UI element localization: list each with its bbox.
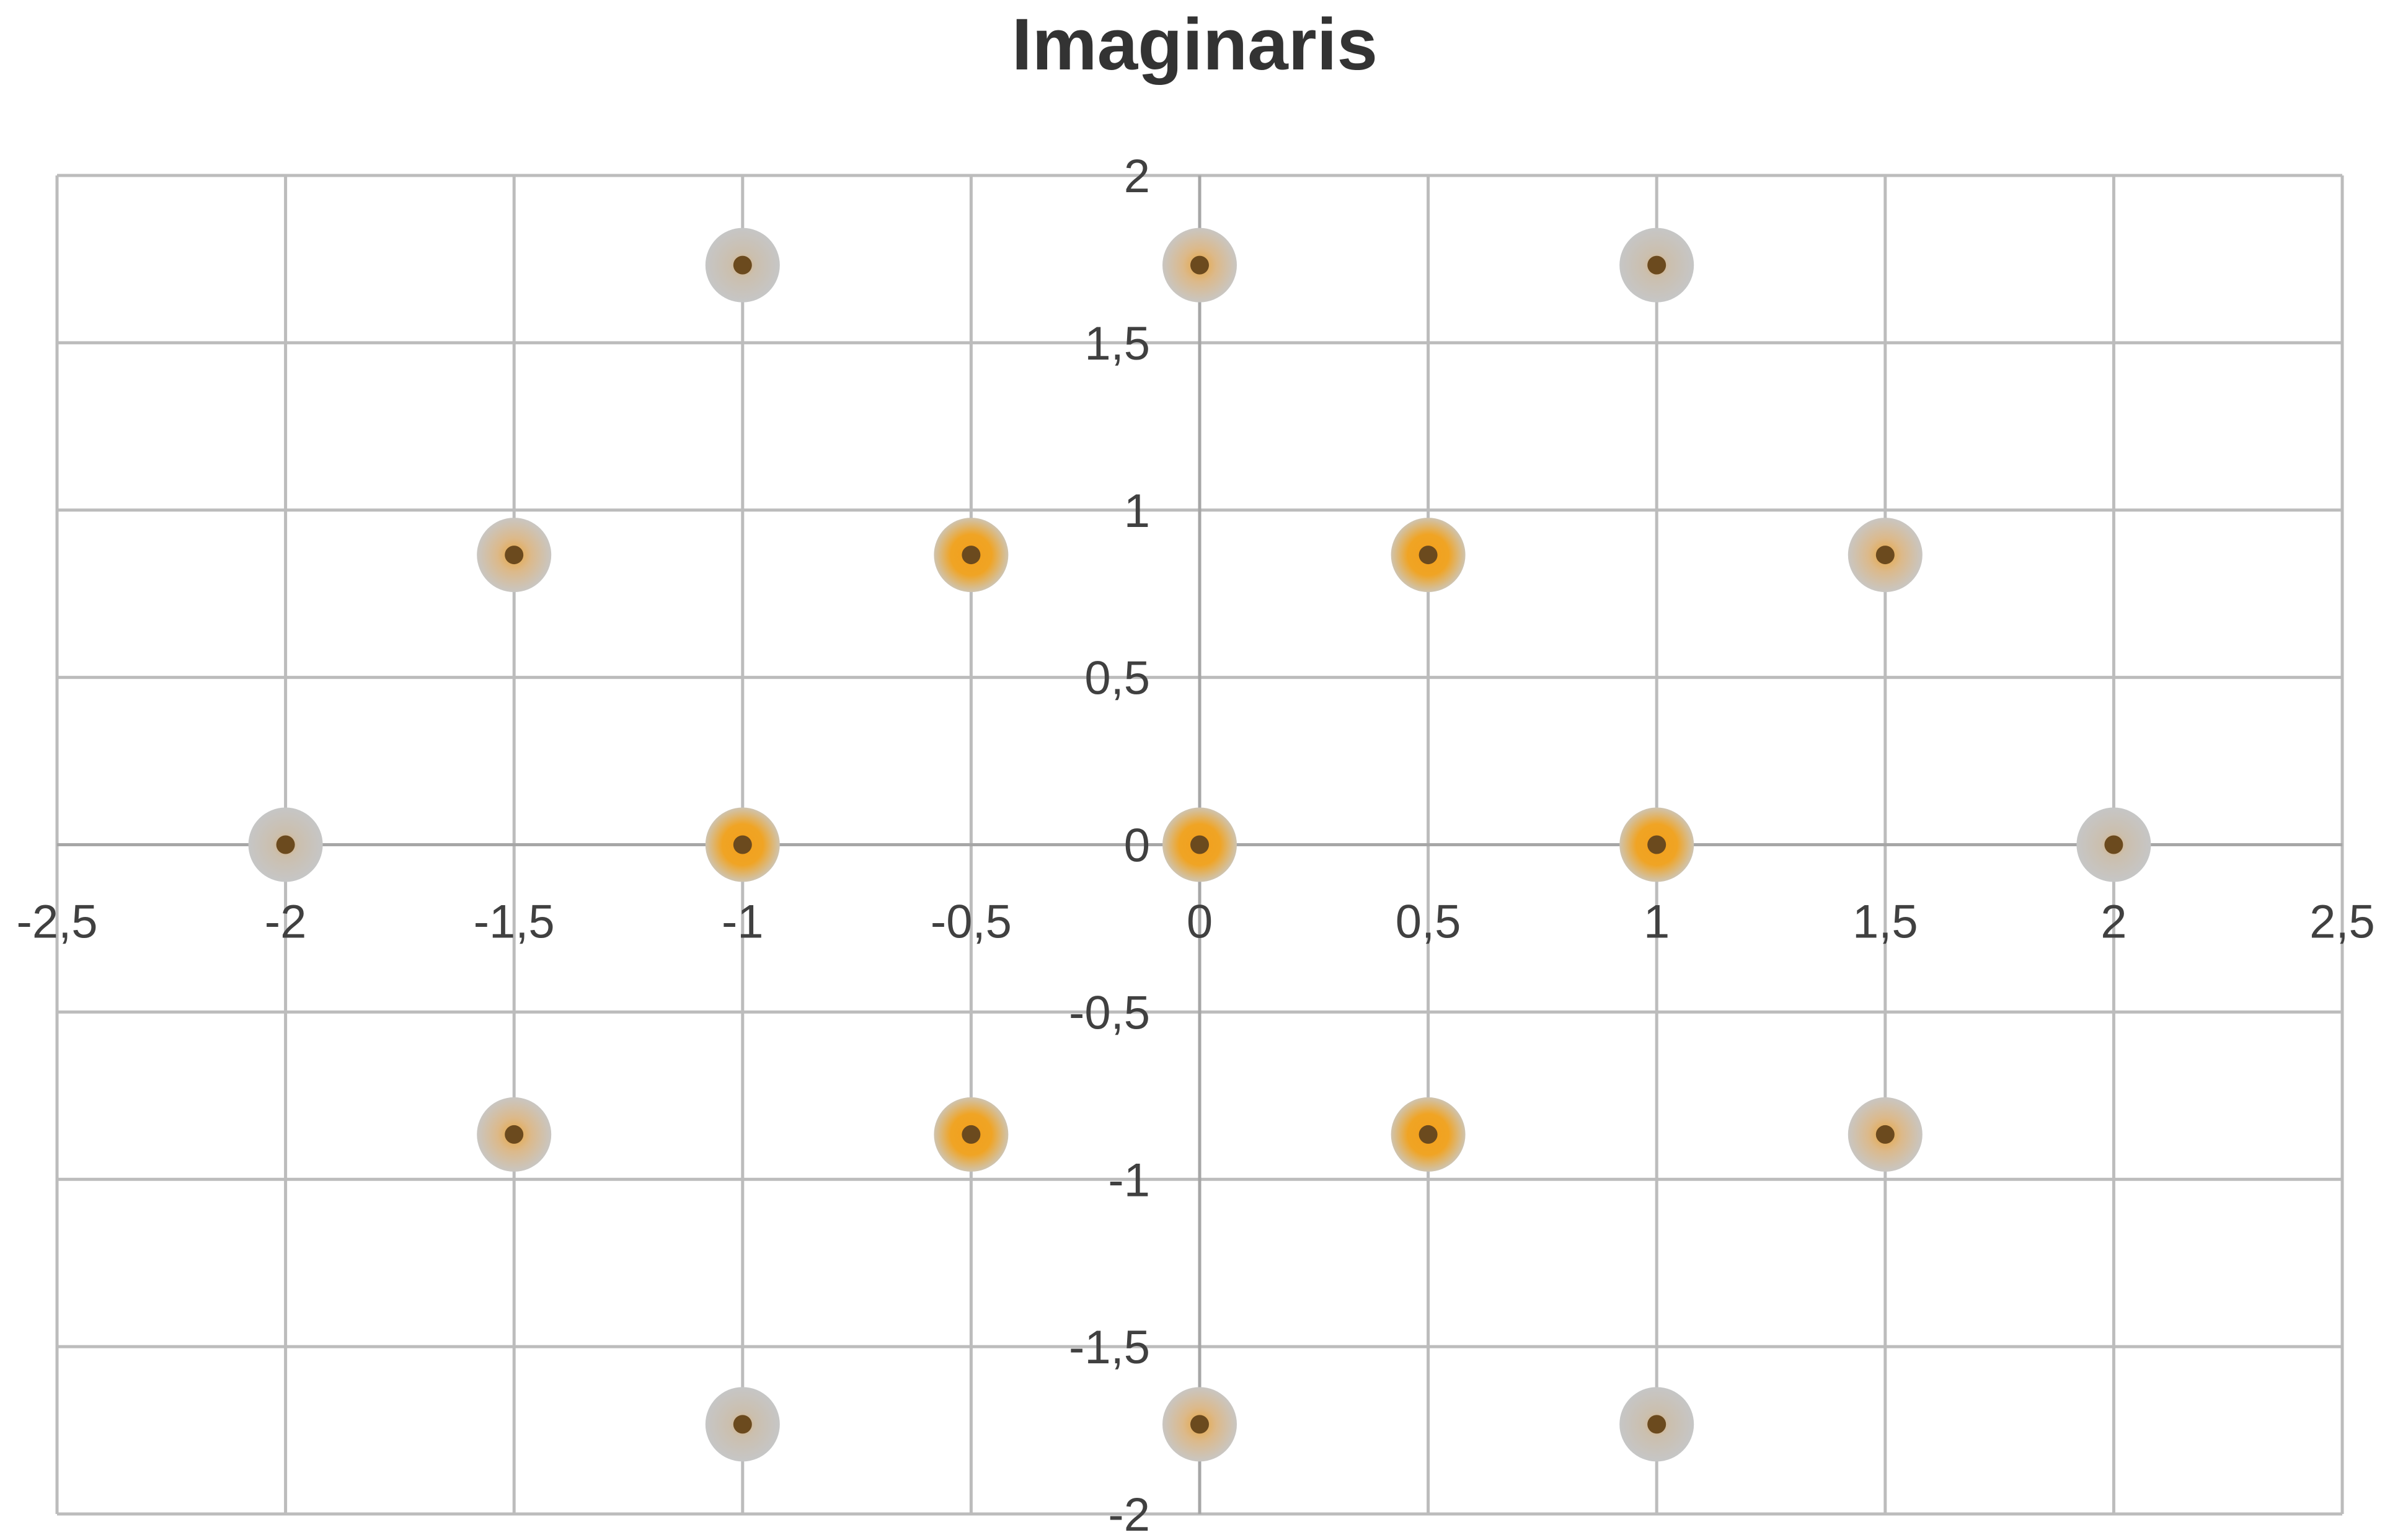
- data-point: [1190, 835, 1209, 854]
- data-point: [962, 1125, 981, 1144]
- data-point: [1190, 1415, 1209, 1434]
- x-tick-label: 0,5: [1396, 896, 1461, 949]
- data-point: [2104, 835, 2123, 854]
- data-point: [505, 1125, 524, 1144]
- x-tick-label: -0,5: [931, 896, 1012, 949]
- tick-labels: -2,5 -2 -1,5 -1 -0,5 0 0,5 1 1,5 2 2,5 -2 -1,5 -1 -0,5…: [17, 150, 2375, 1540]
- y-tick-label: -1: [1108, 1154, 1150, 1206]
- data-point: [505, 546, 524, 565]
- chart-title: Imaginaris: [1012, 4, 1378, 86]
- x-tick-label: -1: [722, 896, 764, 949]
- y-tick-label: 0: [1124, 820, 1150, 872]
- y-tick-label: 1,5: [1084, 317, 1150, 370]
- x-tick-label: -2,5: [17, 896, 98, 949]
- y-tick-label: -2: [1108, 1489, 1150, 1540]
- data-point: [733, 255, 752, 275]
- x-tick-label: 2: [2100, 896, 2127, 949]
- data-point: [276, 835, 295, 854]
- y-tick-label: 0,5: [1084, 652, 1150, 705]
- data-point: [1647, 255, 1666, 275]
- x-tick-label: 2,5: [2309, 896, 2375, 949]
- data-points: [248, 228, 2151, 1462]
- data-point: [733, 835, 752, 854]
- x-tick-label: 1,5: [1852, 896, 1918, 949]
- y-tick-label: 2: [1124, 150, 1150, 203]
- data-point: [1647, 1415, 1666, 1434]
- data-point: [1875, 1125, 1895, 1144]
- x-tick-label: 0: [1187, 896, 1213, 949]
- data-point: [1875, 546, 1895, 565]
- x-tick-label: -1,5: [474, 896, 555, 949]
- y-tick-label: 1: [1124, 485, 1150, 538]
- data-point: [1190, 255, 1209, 275]
- data-point: [962, 546, 981, 565]
- x-tick-label: -2: [265, 896, 307, 949]
- data-point: [1419, 1125, 1438, 1144]
- data-point: [1647, 835, 1666, 854]
- data-point: [1419, 546, 1438, 565]
- y-tick-label: -0,5: [1069, 986, 1150, 1039]
- x-tick-label: 1: [1644, 896, 1670, 949]
- y-tick-label: -1,5: [1069, 1321, 1150, 1374]
- data-point: [733, 1415, 752, 1434]
